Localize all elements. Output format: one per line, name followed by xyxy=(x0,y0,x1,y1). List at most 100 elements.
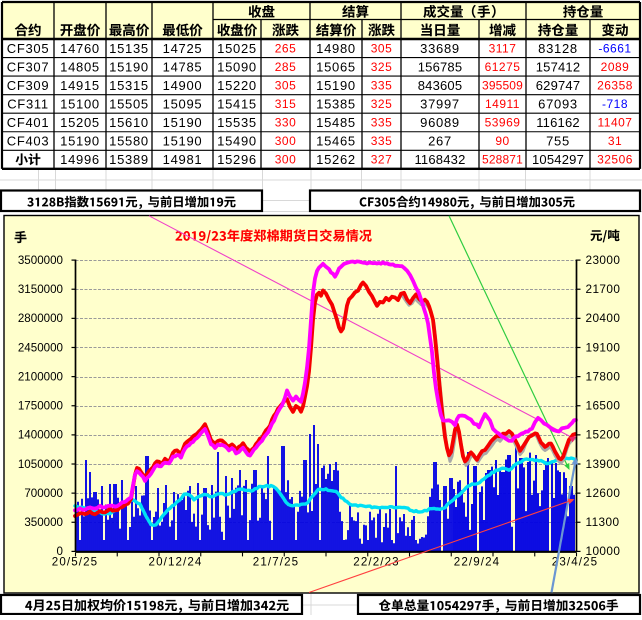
svg-text:22/9/24: 22/9/24 xyxy=(454,556,500,569)
svg-text:15490: 15490 xyxy=(217,134,257,149)
svg-text:14980: 14980 xyxy=(316,41,356,56)
svg-text:61275: 61275 xyxy=(485,60,521,74)
svg-text:21700: 21700 xyxy=(586,282,621,296)
svg-text:96089: 96089 xyxy=(420,115,460,130)
svg-text:116162: 116162 xyxy=(536,115,580,130)
svg-text:1054297: 1054297 xyxy=(532,152,584,167)
svg-text:26358: 26358 xyxy=(597,79,633,93)
svg-text:15485: 15485 xyxy=(316,115,356,130)
svg-text:37997: 37997 xyxy=(420,96,460,111)
svg-text:15190: 15190 xyxy=(316,78,356,93)
svg-text:0: 0 xyxy=(57,545,63,558)
svg-text:3500000: 3500000 xyxy=(18,254,63,267)
svg-text:156785: 156785 xyxy=(418,59,463,74)
svg-text:15095: 15095 xyxy=(163,96,203,111)
svg-text:83128: 83128 xyxy=(538,41,578,56)
svg-text:1400000: 1400000 xyxy=(18,429,63,442)
svg-text:305: 305 xyxy=(275,79,297,93)
svg-text:23000: 23000 xyxy=(586,253,621,267)
svg-text:15135: 15135 xyxy=(109,41,149,56)
svg-text:15190: 15190 xyxy=(109,59,149,74)
svg-text:15190: 15190 xyxy=(163,115,203,130)
svg-text:2100000: 2100000 xyxy=(18,370,63,383)
svg-text:CF307: CF307 xyxy=(7,59,50,74)
svg-text:300: 300 xyxy=(275,134,297,148)
svg-text:629747: 629747 xyxy=(536,78,581,93)
svg-text:325: 325 xyxy=(371,60,393,74)
svg-text:265: 265 xyxy=(275,41,297,55)
svg-text:14915: 14915 xyxy=(60,78,100,93)
svg-text:20400: 20400 xyxy=(586,311,621,325)
svg-text:1050000: 1050000 xyxy=(18,458,63,471)
svg-text:15610: 15610 xyxy=(109,115,149,130)
svg-text:15385: 15385 xyxy=(316,96,356,111)
svg-text:2800000: 2800000 xyxy=(18,312,63,325)
svg-text:15200: 15200 xyxy=(586,428,621,442)
svg-text:330: 330 xyxy=(275,116,297,130)
svg-text:CF401: CF401 xyxy=(7,115,50,130)
svg-text:CF311: CF311 xyxy=(7,96,49,111)
svg-text:23/4/25: 23/4/25 xyxy=(552,556,598,569)
svg-text:325: 325 xyxy=(371,97,393,111)
svg-text:12600: 12600 xyxy=(586,486,621,500)
svg-text:14785: 14785 xyxy=(163,59,203,74)
svg-text:53969: 53969 xyxy=(485,116,521,130)
svg-text:17800: 17800 xyxy=(586,369,621,383)
svg-text:395509: 395509 xyxy=(482,79,523,93)
svg-text:15100: 15100 xyxy=(60,96,100,111)
svg-text:14900: 14900 xyxy=(163,78,203,93)
svg-text:10000: 10000 xyxy=(586,544,621,558)
svg-text:19100: 19100 xyxy=(586,340,621,354)
svg-text:11300: 11300 xyxy=(586,515,620,529)
svg-text:528871: 528871 xyxy=(482,153,523,167)
svg-text:15205: 15205 xyxy=(60,115,100,130)
svg-text:3117: 3117 xyxy=(489,41,517,55)
svg-text:CF305: CF305 xyxy=(7,41,50,56)
svg-text:3150000: 3150000 xyxy=(18,283,63,296)
svg-text:21/7/25: 21/7/25 xyxy=(253,556,299,569)
svg-text:33689: 33689 xyxy=(420,41,460,56)
svg-text:20/12/24: 20/12/24 xyxy=(149,556,203,569)
svg-text:327: 327 xyxy=(371,153,393,167)
svg-text:15505: 15505 xyxy=(109,96,149,111)
svg-text:700000: 700000 xyxy=(24,487,63,500)
svg-text:15190: 15190 xyxy=(60,134,100,149)
svg-text:15065: 15065 xyxy=(316,59,356,74)
svg-text:755: 755 xyxy=(546,134,570,149)
svg-text:15190: 15190 xyxy=(163,134,203,149)
svg-text:2450000: 2450000 xyxy=(18,341,63,354)
svg-text:-718: -718 xyxy=(602,97,628,111)
svg-text:13900: 13900 xyxy=(586,457,621,471)
svg-text:22/2/23: 22/2/23 xyxy=(353,556,399,569)
svg-text:335: 335 xyxy=(371,134,393,148)
svg-text:15580: 15580 xyxy=(109,134,149,149)
svg-text:300: 300 xyxy=(275,153,297,167)
svg-text:285: 285 xyxy=(275,60,297,74)
svg-text:14805: 14805 xyxy=(60,59,100,74)
svg-text:157412: 157412 xyxy=(536,59,581,74)
svg-text:14725: 14725 xyxy=(163,41,203,56)
svg-text:14760: 14760 xyxy=(60,41,100,56)
svg-text:20/5/25: 20/5/25 xyxy=(52,556,98,569)
svg-text:350000: 350000 xyxy=(24,516,63,529)
svg-text:15025: 15025 xyxy=(217,41,257,56)
svg-text:1750000: 1750000 xyxy=(18,400,63,413)
svg-text:15262: 15262 xyxy=(316,152,356,167)
svg-text:-6661: -6661 xyxy=(598,41,631,55)
svg-text:14996: 14996 xyxy=(60,152,100,167)
svg-text:1168432: 1168432 xyxy=(414,152,465,167)
svg-text:15389: 15389 xyxy=(109,152,149,167)
svg-text:15535: 15535 xyxy=(217,115,257,130)
svg-text:335: 335 xyxy=(371,79,393,93)
svg-text:67093: 67093 xyxy=(538,96,578,111)
svg-text:15296: 15296 xyxy=(217,152,257,167)
svg-text:15090: 15090 xyxy=(217,59,257,74)
svg-text:843605: 843605 xyxy=(418,78,463,93)
svg-text:15220: 15220 xyxy=(217,78,257,93)
svg-text:16500: 16500 xyxy=(586,399,621,413)
svg-text:11407: 11407 xyxy=(598,116,633,130)
svg-text:335: 335 xyxy=(371,116,393,130)
svg-text:CF309: CF309 xyxy=(7,78,50,93)
svg-text:CF403: CF403 xyxy=(7,134,50,149)
svg-text:32506: 32506 xyxy=(597,153,633,167)
